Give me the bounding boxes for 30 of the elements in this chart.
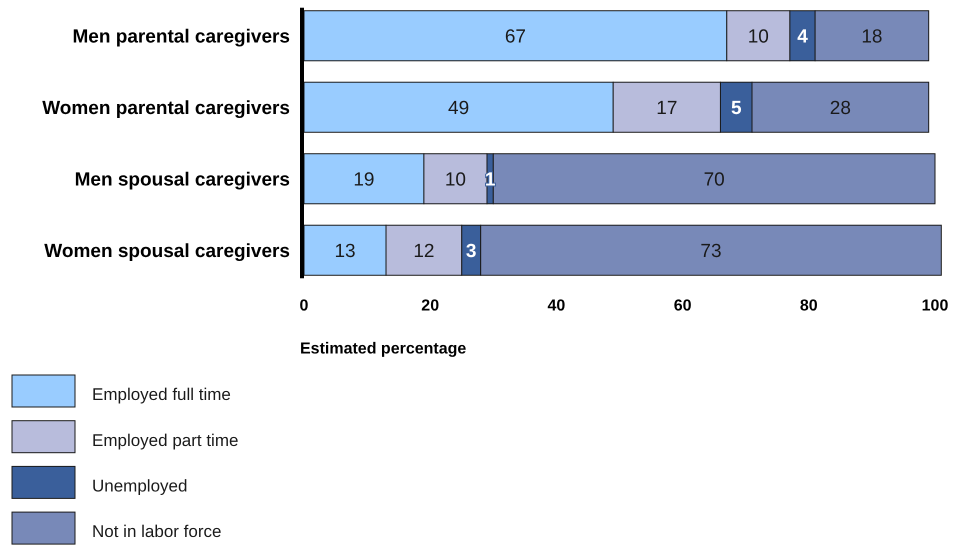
legend-label: Employed full time — [92, 385, 231, 404]
y-tick-label: Women parental caregivers — [42, 98, 290, 119]
data-label: 49 — [448, 98, 470, 119]
x-tick-label: 40 — [548, 298, 566, 315]
legend-label: Employed part time — [92, 430, 238, 450]
x-tick-label: 0 — [300, 298, 309, 315]
data-label: 12 — [413, 240, 434, 262]
data-label: 10 — [444, 169, 466, 190]
x-tick-label: 80 — [800, 298, 818, 315]
data-label: 13 — [334, 240, 356, 262]
data-label: 3 — [466, 240, 477, 262]
x-axis-title: Estimated percentage — [300, 340, 466, 358]
legend-label: Unemployed — [92, 476, 188, 496]
y-tick-label: Women spousal caregivers — [44, 240, 290, 262]
data-label: 4 — [797, 26, 808, 48]
legend-label: Not in labor force — [92, 522, 222, 542]
data-label: 17 — [656, 98, 678, 119]
x-tick-label: 100 — [922, 298, 948, 315]
data-label: 70 — [704, 169, 725, 190]
data-label: 18 — [861, 26, 882, 48]
x-tick-label: 60 — [674, 298, 692, 315]
x-tick-label: 20 — [421, 298, 440, 315]
y-tick-label: Men spousal caregivers — [74, 169, 290, 190]
data-label: 28 — [830, 98, 851, 119]
data-label: 19 — [353, 169, 375, 190]
y-tick-label: Men parental caregivers — [72, 26, 290, 48]
data-label: 73 — [700, 240, 722, 262]
data-label: 5 — [730, 98, 742, 119]
data-label: 67 — [504, 26, 526, 48]
data-label: 10 — [748, 26, 769, 48]
